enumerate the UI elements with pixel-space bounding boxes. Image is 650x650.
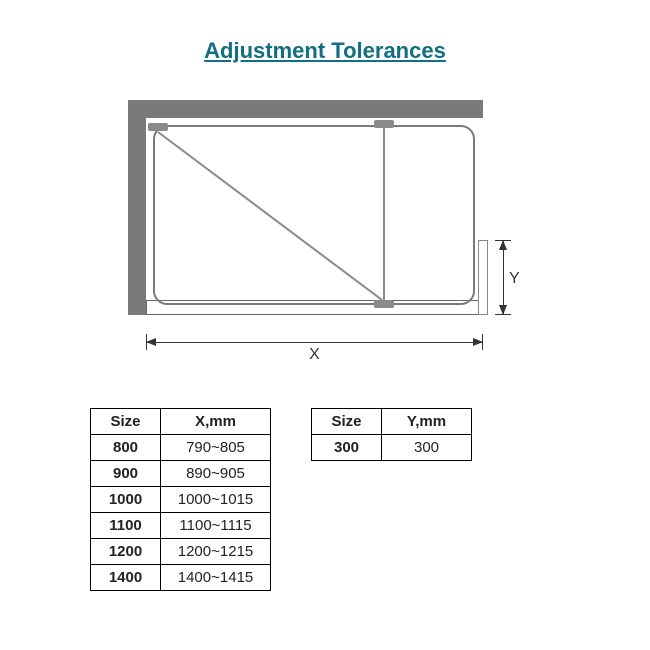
table-row: 12001200~1215 [91, 539, 271, 565]
table-cell: 1400 [91, 565, 161, 591]
dimension-x: X [146, 332, 483, 362]
table-cell: 1000~1015 [161, 487, 271, 513]
table-row: 10001000~1015 [91, 487, 271, 513]
table-header: X,mm [161, 409, 271, 435]
table-cell: 900 [91, 461, 161, 487]
table-cell: 1100 [91, 513, 161, 539]
table-row: 14001400~1415 [91, 565, 271, 591]
tolerance-diagram: X Y [128, 100, 528, 370]
table-cell: 1400~1415 [161, 565, 271, 591]
table-cell: 300 [382, 435, 472, 461]
dimension-y-label: Y [509, 270, 520, 288]
dimension-y: Y [493, 240, 523, 315]
table-cell: 1100~1115 [161, 513, 271, 539]
table-header: Size [312, 409, 382, 435]
hinge-top-left [148, 120, 168, 134]
table-cell: 790~805 [161, 435, 271, 461]
table-row: 11001100~1115 [91, 513, 271, 539]
table-cell: 890~905 [161, 461, 271, 487]
table-cell: 800 [91, 435, 161, 461]
wall-left [128, 100, 146, 315]
tables-container: Size X,mm 800790~805900890~90510001000~1… [90, 408, 472, 591]
table-header: Y,mm [382, 409, 472, 435]
table-header: Size [91, 409, 161, 435]
swing-arc-line [156, 128, 384, 302]
page-title: Adjustment Tolerances [0, 0, 650, 64]
table-cell: 1000 [91, 487, 161, 513]
table-cell: 300 [312, 435, 382, 461]
hinge-top-center [374, 118, 394, 130]
x-tolerance-table: Size X,mm 800790~805900890~90510001000~1… [90, 408, 271, 591]
hinge-bottom-center [374, 298, 394, 310]
table-cell: 1200 [91, 539, 161, 565]
table-cell: 1200~1215 [161, 539, 271, 565]
side-rail [478, 240, 488, 315]
dimension-x-label: X [146, 346, 483, 364]
table-row: 900890~905 [91, 461, 271, 487]
table-row: 300300 [312, 435, 472, 461]
table-row: 800790~805 [91, 435, 271, 461]
y-tolerance-table: Size Y,mm 300300 [311, 408, 472, 461]
wall-top [128, 100, 483, 118]
